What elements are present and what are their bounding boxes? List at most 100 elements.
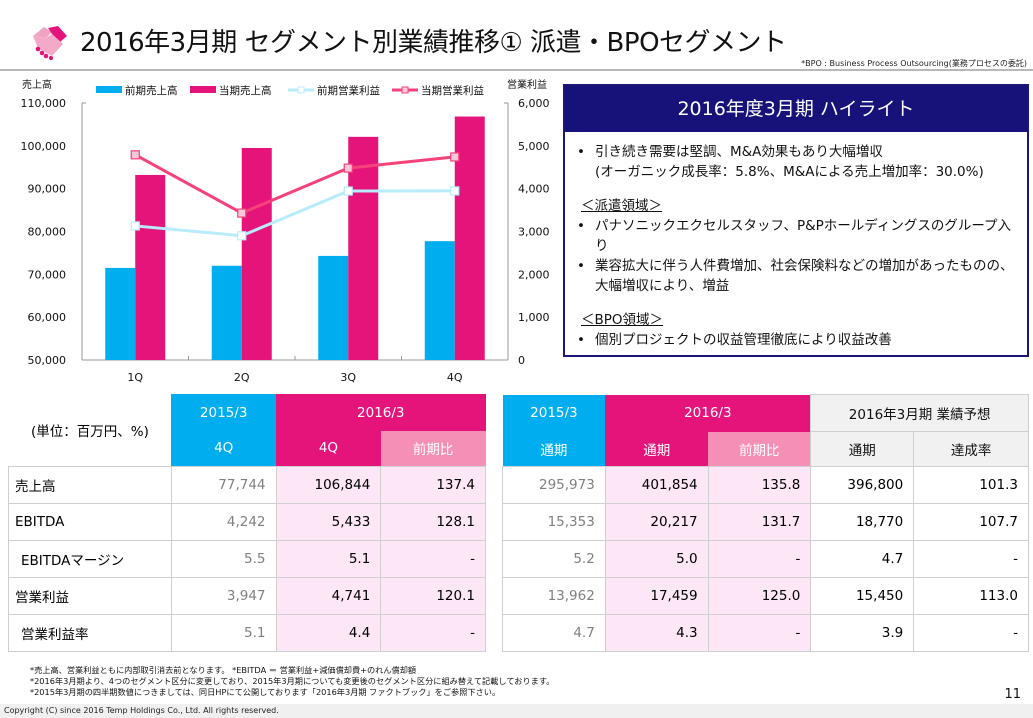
bar-curr-sales [454,116,485,360]
combo-chart: 売上高 営業利益 前期売上高 当期売上高 前期営業利益 当期営業利益 50,000 60… [21,78,550,384]
handshake-icon [33,26,67,61]
cell-ratio: - [707,614,812,652]
table-row: 13,962 17,459 125.0 15,450 113.0 [502,577,1029,615]
chart-legend: 前期売上高 当期売上高 前期営業利益 当期営業利益 [96,84,484,97]
legend-label: 前期営業利益 [317,84,380,97]
bullet-icon: • [577,332,585,348]
chart-axes: 50,000 60,000 70,000 80,000 90,000 100,000 110… [21,97,550,384]
left-axis-tick-label: 70,000 [28,268,67,281]
cell-prev: 5.2 [502,540,606,578]
row-label: 売上高 [8,465,172,504]
cell-curr: 4.4 [275,613,382,652]
cell-forecast: 4.7 [810,540,915,578]
line-prev-profit [135,189,455,238]
marker-prev-profit [237,231,247,241]
left-axis-tick-label: 50,000 [28,354,67,367]
marker-curr-profit [237,208,247,218]
cell-achieve: 107.7 [913,503,1029,541]
right-axis-tick-label: 5,000 [518,140,550,153]
cell-achieve: 101.3 [913,466,1029,504]
footnote: *2016年3月期より、4つのセグメント区分に変更しており、2015年3月期につ… [30,676,555,686]
right-axis-title: 営業利益 [507,78,547,91]
line-curr-profit [134,153,455,215]
highlight-bullet: • パナソニックエクセルスタッフ、P&Pホールディングスのグループ入り [575,216,1017,256]
cell-forecast: 18,770 [810,503,915,541]
highlight-bullet: • 個別プロジェクトの収益管理徹底により収益改善 [575,330,1017,350]
bullet-text: 個別プロジェクトの収益管理徹底により収益改善 [595,332,892,348]
right-axis-tick-label: 4,000 [518,183,550,196]
row-label: 営業利益 [8,576,172,615]
cell-ratio: 137.4 [380,465,486,504]
table-row: EBITDAマージン 5.5 5.1 - [8,539,486,578]
cell-prev: 3,947 [170,576,277,615]
fullyear-table: 2015/3 2016/3 2016年3月期 業績予想 通期 通期 前期比 通期… [502,394,1029,652]
legend-label: 当期営業利益 [421,84,484,97]
table-row: 5.2 5.0 - 4.7 - [502,540,1029,578]
cell-achieve: - [913,540,1029,578]
cell-prev: 295,973 [502,466,606,504]
header-col-forecast: 通期 [810,431,915,467]
highlight-bullet: • 業容拡大に伴う人件費増加、社会保険料などの増加があったものの、大幅増収により… [575,256,1017,296]
bpo-footnote: *BPO : Business Process Outsourcing(業務プロ… [801,59,1027,68]
legend-swatch [190,86,216,93]
header-col-curr: 4Q [276,431,381,466]
table-row: 15,353 20,217 131.7 18,770 107.7 [502,503,1029,541]
header-group-forecast: 2016年3月期 業績予想 [810,394,1029,432]
x-axis-tick-label: 1Q [127,371,143,384]
unit-label: (単位：百万円、%) [30,423,149,440]
cell-ratio: 120.1 [380,576,486,615]
right-axis-tick-label: 0 [518,354,525,367]
bullet-text: パナソニックエクセルスタッフ、P&Pホールディングスのグループ入り [595,218,1012,254]
right-axis-tick-label: 3,000 [518,226,550,239]
cell-forecast: 15,450 [810,577,915,615]
table-row: 4.7 4.3 - 3.9 - [502,614,1029,652]
chart-lines [130,150,460,241]
right-axis-tick-label: 2,000 [518,268,550,281]
cell-prev: 5.1 [170,613,277,652]
marker-curr-profit [450,152,460,162]
cell-ratio: - [707,540,812,578]
bar-curr-sales [241,147,272,360]
cell-prev: 77,744 [170,465,277,504]
table-row: EBITDA 4,242 5,433 128.1 [8,502,486,541]
cell-prev: 13,962 [502,577,606,615]
x-axis-tick-label: 2Q [234,371,250,384]
left-axis-tick-label: 80,000 [28,226,67,239]
header-col-prev: 通期 [502,431,606,467]
section-heading-haken: ＜派遣領域＞ [581,198,662,214]
highlight-panel: 2016年度3月期 ハイライト • 引き続き需要は堅調、M&A効果もあり大幅増収… [563,84,1029,357]
header-col-prev: 4Q [171,431,277,466]
intro-line: (オーガニック成長率：5.8%、M&Aによる売上増加率：30.0%) [595,164,984,180]
cell-prev: 4.7 [502,614,606,652]
row-label: EBITDA [8,502,172,541]
bullet-icon: • [577,258,585,274]
cell-curr: 401,854 [604,466,709,504]
header-group-curr: 2016/3 [605,394,811,432]
cell-ratio: 135.8 [707,466,812,504]
cell-curr: 5.1 [275,539,382,578]
table-row: 営業利益率 5.1 4.4 - [8,613,486,652]
highlight-body: • 引き続き需要は堅調、M&A効果もあり大幅増収 (オーガニック成長率：5.8%… [565,132,1027,350]
footnote: *2015年3月期の四半期数値につきましては、同日HPにて公開しております「20… [30,687,501,697]
bar-prev-sales [211,265,242,360]
bar-prev-sales [318,255,349,360]
header-col-ratio: 前期比 [380,431,486,466]
bullet-text: 業容拡大に伴う人件費増加、社会保険料などの増加があったものの、大幅増収により、増… [595,258,1014,294]
left-axis-tick-label: 60,000 [28,311,67,324]
cell-forecast: 3.9 [810,614,915,652]
left-axis-tick-label: 100,000 [21,140,67,153]
marker-prev-profit [130,221,140,231]
chart-bars [105,116,485,360]
highlight-intro-bullet: • 引き続き需要は堅調、M&A効果もあり大幅増収 (オーガニック成長率：5.8%… [575,142,1017,182]
right-axis-tick-label: 1,000 [518,311,550,324]
cell-ratio: - [380,613,486,652]
footnotes: *売上高、営業利益ともに内部取引消去前となります。 *EBITDA ＝ 営業利益… [30,665,554,698]
bar-curr-sales [348,136,379,360]
cell-curr: 20,217 [604,503,709,541]
cell-prev: 5.5 [170,539,277,578]
header-group-prev: 2015/3 [171,394,277,431]
legend-marker [297,86,305,94]
legend-swatch [96,86,122,93]
marker-curr-profit [130,150,140,160]
segment-chart: 売上高 営業利益 前期売上高 当期売上高 前期営業利益 当期営業利益 50,000 60… [0,76,560,386]
